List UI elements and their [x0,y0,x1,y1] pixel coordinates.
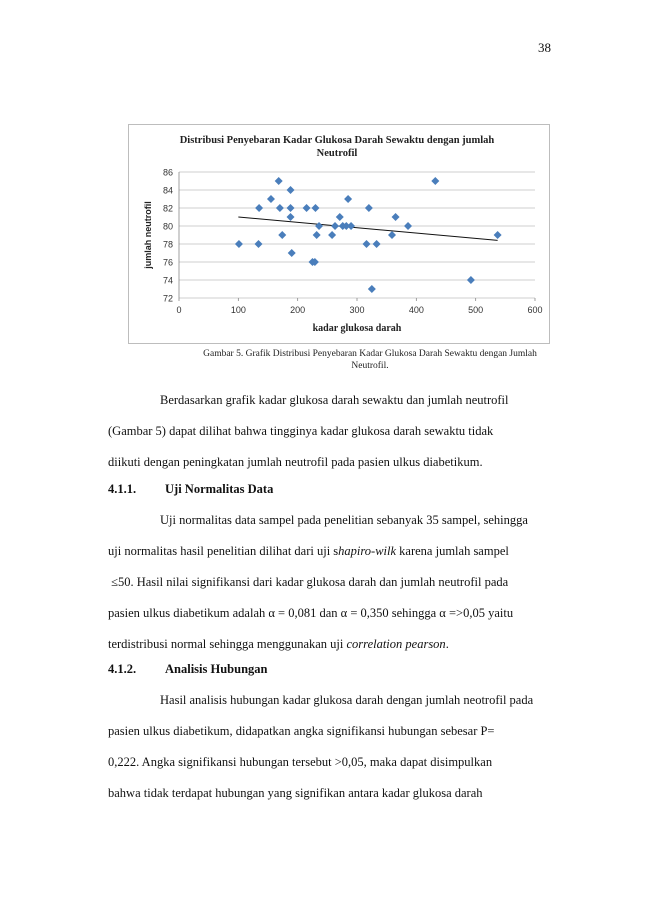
data-point [335,213,344,221]
y-tick-label: 80 [163,222,173,232]
p2-line4: pasien ulkus diabetikum adalah α = 0,081… [108,606,514,620]
p2-line5: terdistribusi normal sehingga menggunaka… [108,637,449,651]
page-number: 38 [538,40,551,55]
data-point [388,231,397,239]
data-point [311,204,320,212]
data-point [372,240,381,248]
chart-svg: Distribusi Penyebaran Kadar Glukosa Dara… [143,135,543,334]
data-point [493,231,502,239]
data-point [266,195,275,203]
data-point [286,213,295,221]
y-axis-label: jumlah neutrofil [143,201,153,270]
data-point [347,222,356,230]
x-tick-label: 200 [290,305,305,315]
p2-line1: Uji normalitas data sampel pada peneliti… [160,513,528,527]
data-point [328,231,337,239]
y-tick-label: 72 [163,294,173,304]
caption-line2: Neutrofil. [351,361,389,371]
data-point [312,231,321,239]
data-point [404,222,413,230]
y-tick-label: 82 [163,204,173,214]
p3-line4: bahwa tidak terdapat hubungan yang signi… [108,786,483,800]
y-tick-label: 78 [163,240,173,250]
x-tick-label: 400 [409,305,424,315]
x-tick-label: 300 [349,305,364,315]
data-point [287,249,296,257]
p3-line2: pasien ulkus diabetikum, didapatkan angk… [108,724,495,738]
y-tick-label: 76 [163,258,173,268]
data-point [331,222,340,230]
trendline [238,216,498,241]
figure-caption: Gambar 5. Grafik Distribusi Penyebaran K… [160,348,580,372]
heading1-number: 4.1.1. [108,482,137,496]
p2-line3: ≤50. Hasil nilai signifikansi dari kadar… [111,575,509,589]
y-tick-label: 74 [163,276,173,286]
data-point [310,258,319,266]
y-tick-label: 84 [163,186,173,196]
caption-line1: Gambar 5. Grafik Distribusi Penyebaran K… [203,349,537,359]
p1-line1: Berdasarkan grafik kadar glukosa darah s… [160,393,509,407]
data-point [255,204,264,212]
data-point [364,204,373,212]
x-tick-label: 0 [176,305,181,315]
heading2-number: 4.1.2. [108,662,137,676]
x-tick-label: 100 [231,305,246,315]
p1-line3: diikuti dengan peningkatan jumlah neutro… [108,455,483,469]
y-tick-label: 86 [163,168,173,178]
p3-line3: 0,222. Angka signifikansi hubungan terse… [108,755,493,769]
data-point [275,204,284,212]
chart-title-line2: Neutrofil [317,148,358,159]
data-point [286,186,295,194]
data-point [391,213,400,221]
heading-4-1-1: 4.1.1. Uji Normalitas Data [108,482,273,497]
data-point [466,276,475,284]
paragraph-2: Uji normalitas data sampel pada peneliti… [108,505,558,660]
data-point [234,240,243,248]
data-point [367,285,376,293]
data-point [344,195,353,203]
data-point [286,204,295,212]
heading-4-1-2: 4.1.2. Analisis Hubungan [108,662,267,677]
data-point [274,177,283,185]
data-point [431,177,440,185]
heading2-title: Analisis Hubungan [165,662,268,676]
paragraph-3: Hasil analisis hubungan kadar glukosa da… [108,685,558,809]
p3-line1: Hasil analisis hubungan kadar glukosa da… [160,693,534,707]
x-axis-label: kadar glukosa darah [313,323,402,334]
scatter-chart: Distribusi Penyebaran Kadar Glukosa Dara… [128,124,550,344]
data-point [254,240,263,248]
p2-line2: uji normalitas hasil penelitian dilihat … [108,544,509,558]
data-point [302,204,311,212]
x-tick-label: 600 [527,305,542,315]
data-point [278,231,287,239]
data-point [342,222,351,230]
heading1-title: Uji Normalitas Data [165,482,274,496]
x-tick-label: 500 [468,305,483,315]
data-point [315,222,324,230]
paragraph-1: Berdasarkan grafik kadar glukosa darah s… [108,385,558,478]
chart-title-line1: Distribusi Penyebaran Kadar Glukosa Dara… [180,135,495,146]
p1-line2: (Gambar 5) dapat dilihat bahwa tingginya… [108,424,494,438]
data-point [362,240,371,248]
